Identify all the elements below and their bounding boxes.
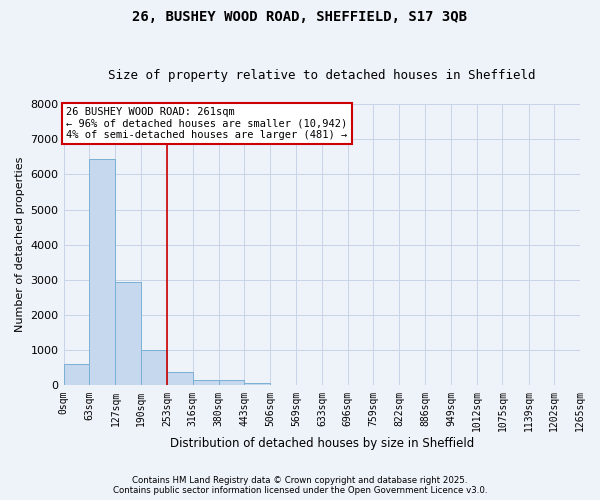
Bar — [115, 282, 141, 386]
Text: 26 BUSHEY WOOD ROAD: 261sqm
← 96% of detached houses are smaller (10,942)
4% of : 26 BUSHEY WOOD ROAD: 261sqm ← 96% of det… — [67, 107, 347, 140]
Text: Contains HM Land Registry data © Crown copyright and database right 2025.
Contai: Contains HM Land Registry data © Crown c… — [113, 476, 487, 495]
Title: Size of property relative to detached houses in Sheffield: Size of property relative to detached ho… — [108, 69, 536, 82]
Y-axis label: Number of detached properties: Number of detached properties — [15, 157, 25, 332]
Bar — [244, 382, 270, 386]
Bar — [218, 380, 244, 386]
X-axis label: Distribution of detached houses by size in Sheffield: Distribution of detached houses by size … — [170, 437, 474, 450]
Text: 26, BUSHEY WOOD ROAD, SHEFFIELD, S17 3QB: 26, BUSHEY WOOD ROAD, SHEFFIELD, S17 3QB — [133, 10, 467, 24]
Bar — [193, 380, 218, 386]
Bar — [270, 385, 296, 386]
Bar — [64, 364, 89, 386]
Bar — [167, 372, 193, 386]
Bar — [89, 158, 115, 386]
Bar — [141, 350, 167, 386]
